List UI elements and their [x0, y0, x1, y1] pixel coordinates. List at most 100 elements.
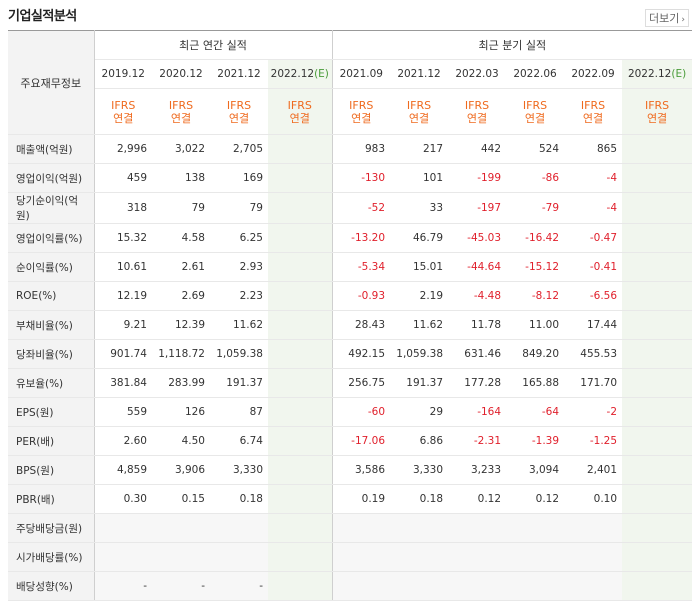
table-cell: 1,118.72	[152, 339, 210, 369]
table-cell: 631.46	[448, 339, 507, 369]
table-cell: 4.50	[152, 426, 210, 456]
table-cell	[622, 252, 693, 282]
period-header: 2020.12	[152, 59, 210, 89]
table-row: 매출액(억원) 2,996 3,022 2,705 983 217 442 524 865	[8, 134, 693, 164]
table-cell	[94, 513, 152, 543]
accounting-standard: IFRS 연결	[564, 88, 623, 135]
table-cell: -197	[448, 192, 507, 224]
table-cell	[622, 163, 693, 193]
table-cell	[268, 426, 333, 456]
table-cell	[622, 310, 693, 340]
table-cell: 2,996	[94, 134, 152, 164]
table-cell	[448, 542, 507, 572]
ifrs-label: IFRS	[644, 98, 670, 112]
row-label: 매출액(억원)	[8, 134, 95, 164]
consolidated-label: 연결	[113, 111, 134, 125]
ifrs-label: IFRS	[226, 98, 252, 112]
table-row: PER(배) 2.60 4.50 6.74 -17.06 6.86 -2.31 -1.39 -1…	[8, 426, 693, 456]
accounting-standard: IFRS 연결	[622, 88, 693, 135]
table-cell	[506, 513, 565, 543]
estimate-marker: (E)	[671, 68, 687, 80]
table-cell: 11.00	[506, 310, 565, 340]
table-cell: 1,059.38	[390, 339, 449, 369]
table-cell: 524	[506, 134, 565, 164]
period-header: 2022.03	[448, 59, 507, 89]
table-cell	[268, 223, 333, 253]
table-cell	[622, 368, 693, 398]
ifrs-label: IFRS	[111, 98, 136, 112]
table-row: 순이익률(%) 10.61 2.61 2.93 -5.34 15.01 -44.64 -15.…	[8, 252, 693, 282]
table-cell: 865	[564, 134, 623, 164]
ifrs-label: IFRS	[464, 98, 490, 112]
table-row: 당좌비율(%) 901.74 1,118.72 1,059.38 492.15 1,059…	[8, 339, 693, 369]
ifrs-label: IFRS	[168, 98, 194, 112]
table-cell: 0.19	[332, 484, 391, 514]
row-label: 배당성향(%)	[8, 571, 95, 601]
consolidated-label: 연결	[228, 111, 250, 125]
table-cell	[268, 281, 333, 311]
table-cell: 2.23	[210, 281, 268, 311]
table-cell: -4	[564, 163, 623, 193]
table-cell	[268, 310, 333, 340]
table-cell: 2.69	[152, 281, 210, 311]
table-cell	[390, 571, 449, 601]
table-cell: 0.18	[390, 484, 449, 514]
period-header: 2022.06	[506, 59, 565, 89]
table-cell: 9.21	[94, 310, 152, 340]
more-button[interactable]: 더보기 ›	[645, 9, 689, 27]
period-header: 2022.09	[564, 59, 623, 89]
table-cell	[332, 571, 391, 601]
table-cell: -16.42	[506, 223, 565, 253]
table-cell: 2.60	[94, 426, 152, 456]
ifrs-label: IFRS	[522, 98, 548, 112]
table-cell: 11.78	[448, 310, 507, 340]
table-cell: -1.25	[564, 426, 623, 456]
table-cell: 3,233	[448, 455, 507, 485]
table-cell	[622, 223, 693, 253]
quarter-group-header: 최근 분기 실적	[332, 30, 693, 60]
financial-table: 주요재무정보 최근 연간 실적 최근 분기 실적 2019.12 2020.12 2…	[8, 30, 693, 601]
table-row: 부채비율(%) 9.21 12.39 11.62 28.43 11.62 11.78 11.0…	[8, 310, 693, 340]
accounting-standard: IFRS 연결	[390, 88, 449, 135]
table-cell: 0.18	[210, 484, 268, 514]
table-cell	[268, 163, 333, 193]
table-cell: -15.12	[506, 252, 565, 282]
table-cell: -1.39	[506, 426, 565, 456]
table-cell: -2.31	[448, 426, 507, 456]
table-cell	[268, 455, 333, 485]
table-cell	[268, 368, 333, 398]
table-cell	[448, 571, 507, 601]
table-cell: 217	[390, 134, 449, 164]
consolidated-label: 연결	[351, 111, 372, 125]
table-row: EPS(원) 559 126 87 -60 29 -164 -64 -2	[8, 397, 693, 427]
table-cell: 3,330	[210, 455, 268, 485]
table-cell: 15.32	[94, 223, 152, 253]
row-label: 순이익률(%)	[8, 252, 95, 282]
table-cell: 0.12	[448, 484, 507, 514]
table-cell: 2.61	[152, 252, 210, 282]
table-row: 배당성향(%) - - -	[8, 571, 693, 601]
table-row: PBR(배) 0.30 0.15 0.18 0.19 0.18 0.12 0.12 0.10	[8, 484, 693, 514]
table-cell	[152, 542, 210, 572]
period-header: 2022.12(E)	[268, 59, 333, 89]
table-cell: 2,705	[210, 134, 268, 164]
table-cell	[268, 339, 333, 369]
table-row: 영업이익률(%) 15.32 4.58 6.25 -13.20 46.79 -45.03 -1…	[8, 223, 693, 253]
table-cell	[622, 397, 693, 427]
table-cell	[268, 484, 333, 514]
consolidated-label: 연결	[524, 111, 546, 125]
table-cell: 101	[390, 163, 449, 193]
table-cell	[564, 513, 623, 543]
table-cell: -4.48	[448, 281, 507, 311]
period-header: 2022.12(E)	[622, 59, 693, 89]
table-cell: 191.37	[390, 368, 449, 398]
period-header: 2021.12	[210, 59, 268, 89]
table-cell: 15.01	[390, 252, 449, 282]
table-cell	[390, 542, 449, 572]
table-cell: 11.62	[210, 310, 268, 340]
table-cell	[268, 397, 333, 427]
row-label: ROE(%)	[8, 281, 95, 311]
row-label: 당기순이익(억원)	[8, 192, 95, 224]
table-cell: 79	[152, 192, 210, 224]
period-header: 2019.12	[94, 59, 152, 89]
